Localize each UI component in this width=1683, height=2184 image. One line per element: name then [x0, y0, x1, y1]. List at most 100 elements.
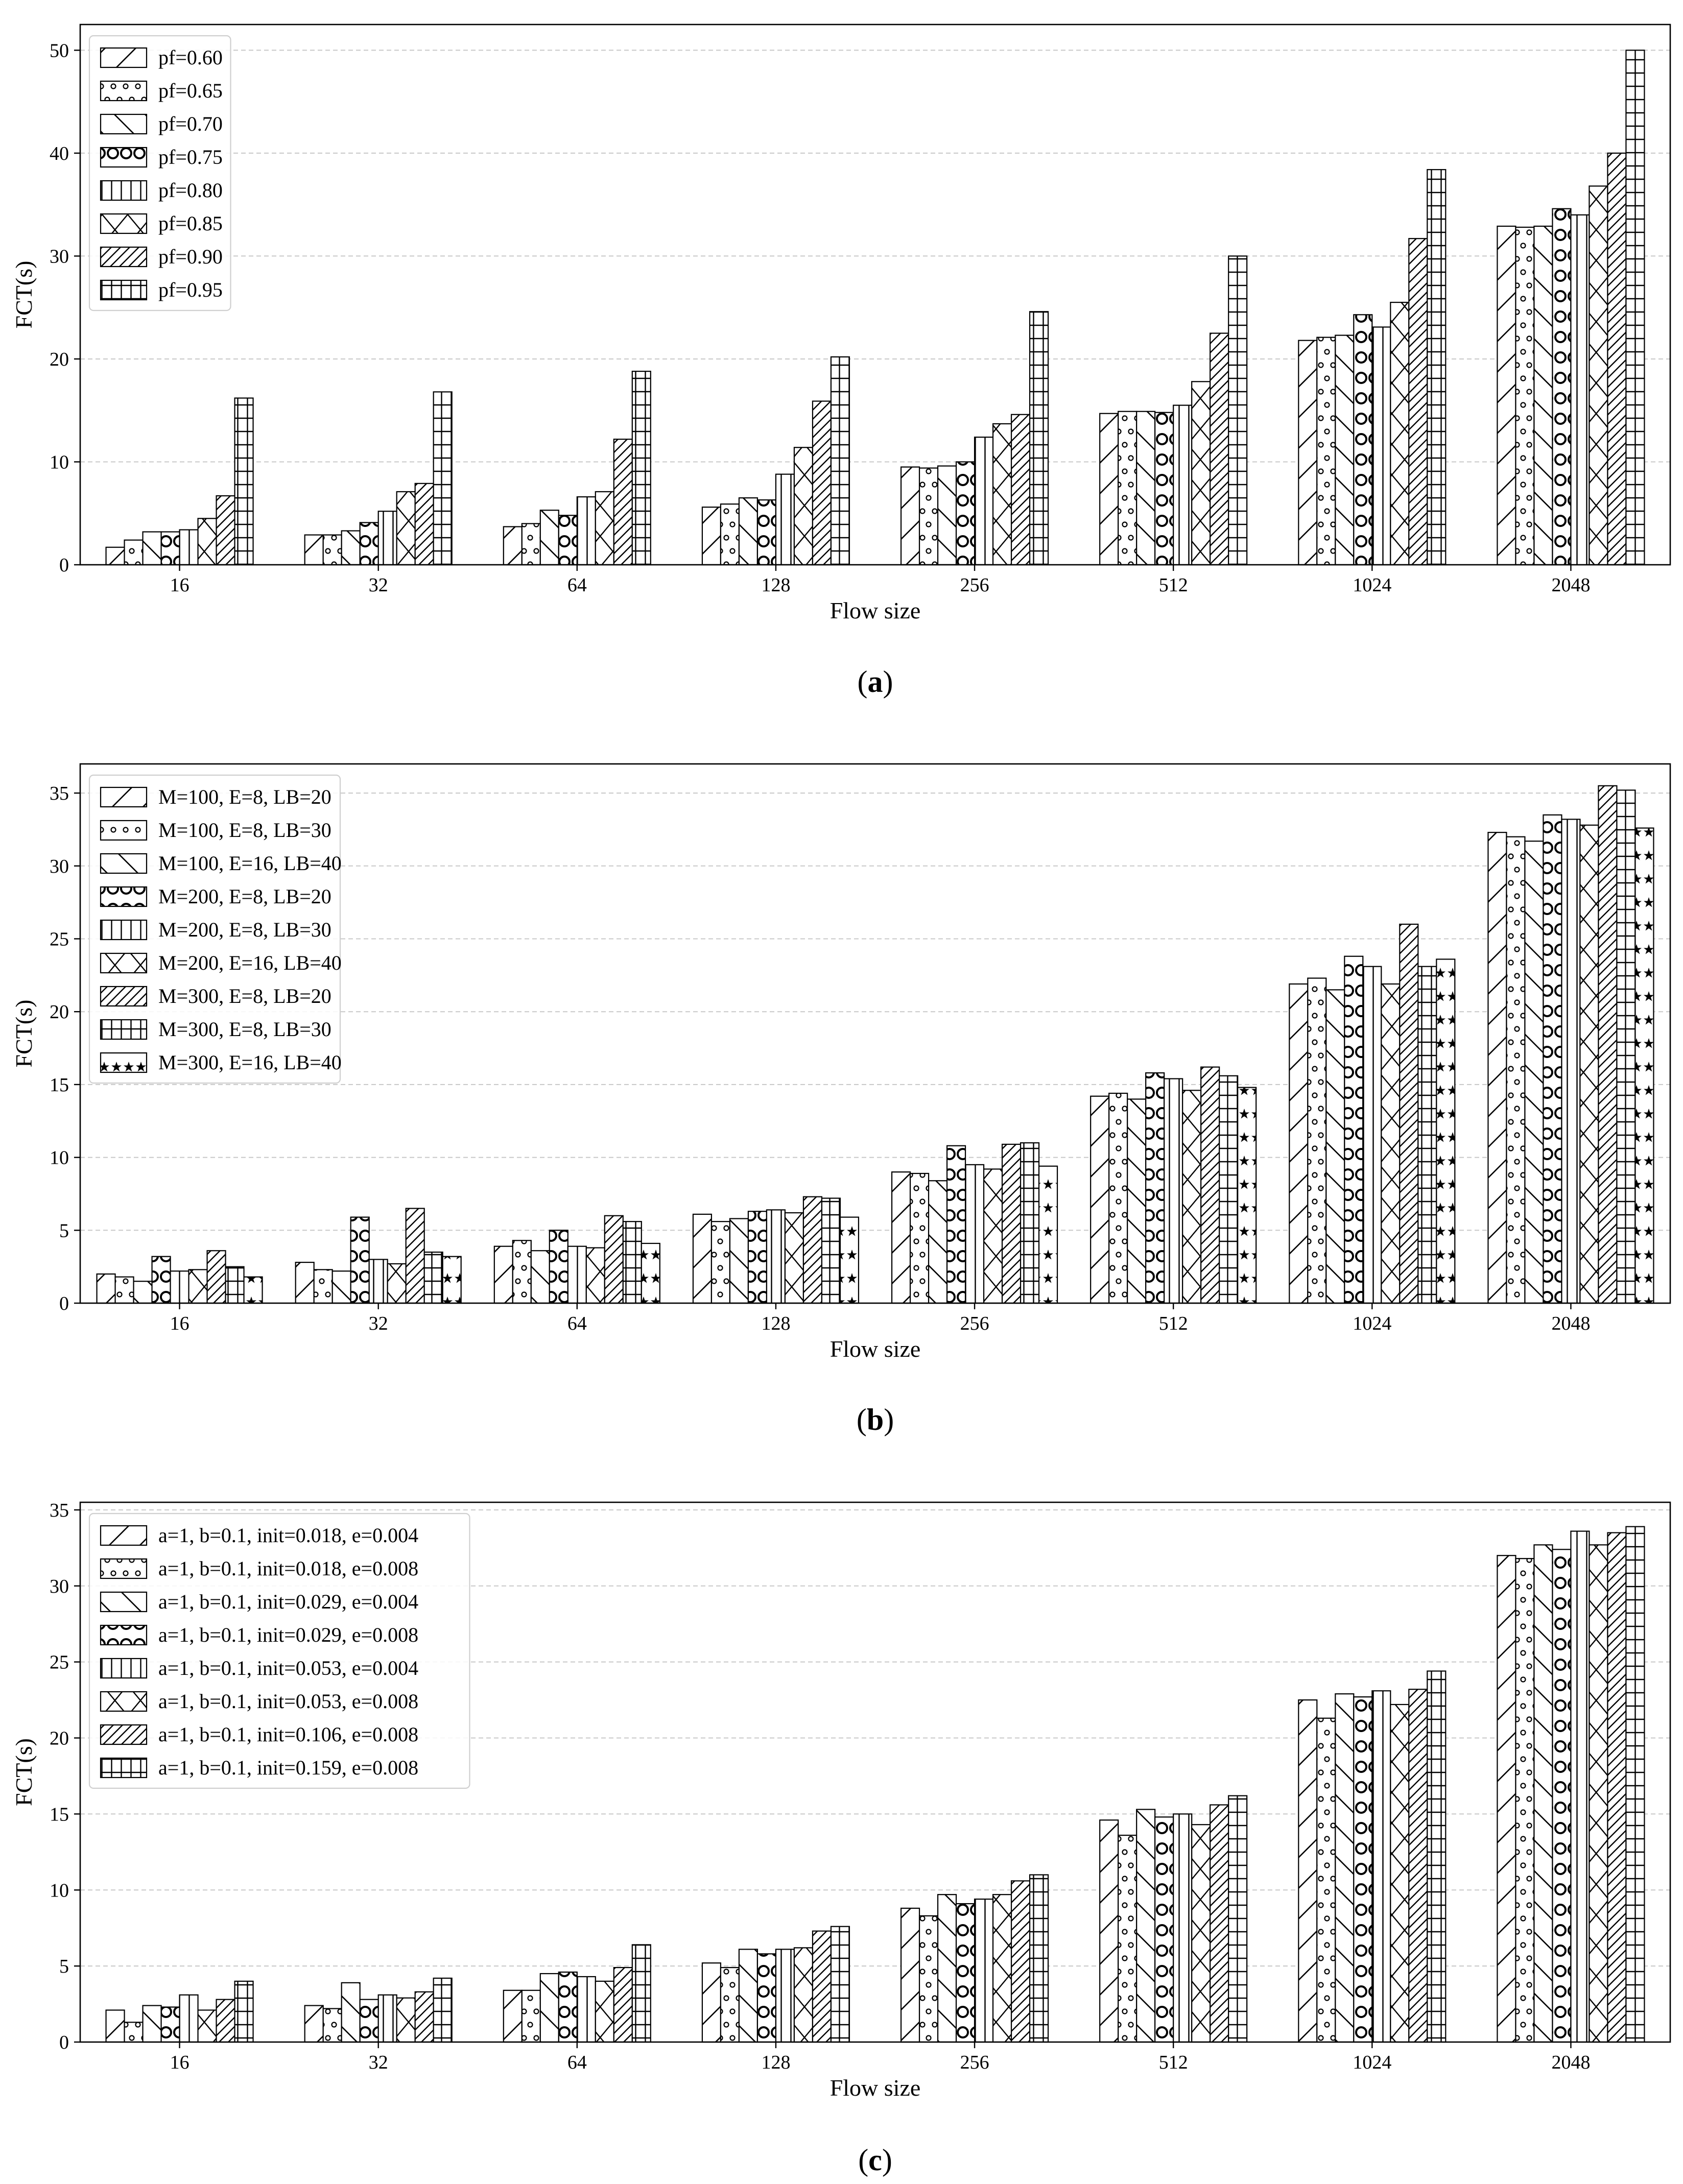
bar-m-100-e-16-lb-40-1024 [1325, 989, 1345, 1304]
bar-m-200-e-8-lb-20-128 [747, 1211, 768, 1304]
bar-a-1-b-0-1-init-0-018-e-0-004-128 [701, 1962, 722, 2043]
bar-m-300-e-16-lb-40-128 [839, 1216, 860, 1304]
bar-pf-0-95-256 [1029, 311, 1049, 566]
bar-a-1-b-0-1-init-0-018-e-0-004-256 [900, 1907, 920, 2043]
x-tick-label: 128 [761, 1313, 790, 1334]
bar-m-100-e-16-lb-40-512 [1127, 1098, 1147, 1304]
y-tick-label: 5 [59, 1220, 69, 1241]
bar-m-300-e-16-lb-40-32 [442, 1256, 462, 1304]
bar-a-1-b-0-1-init-0-029-e-0-004-32 [341, 1982, 361, 2043]
bar-m-100-e-8-lb-30-16 [114, 1276, 134, 1304]
bar-m-200-e-8-lb-30-256 [964, 1164, 985, 1304]
bar-m-100-e-16-lb-40-16 [133, 1281, 153, 1304]
bar-pf-0-70-1024 [1335, 334, 1355, 566]
bar-pf-0-95-128 [830, 356, 850, 566]
bar-m-300-e-8-lb-20-2048 [1598, 785, 1618, 1304]
bar-m-200-e-8-lb-30-64 [567, 1245, 587, 1304]
bar-a-1-b-0-1-init-0-159-e-0-008-128 [830, 1926, 850, 2043]
bar-m-300-e-8-lb-30-64 [622, 1221, 642, 1304]
legend-swatch [100, 1658, 148, 1679]
legend-label: a=1, b=0.1, init=0.018, e=0.004 [158, 1524, 418, 1547]
bar-a-1-b-0-1-init-0-029-e-0-004-128 [738, 1949, 758, 2043]
bar-a-1-b-0-1-init-0-053-e-0-004-64 [576, 1976, 596, 2043]
bar-pf-0-60-512 [1099, 413, 1119, 566]
bar-m-200-e-8-lb-20-2048 [1543, 814, 1562, 1304]
bar-pf-0-70-2048 [1533, 225, 1553, 566]
bar-m-100-e-8-lb-20-64 [493, 1245, 513, 1304]
bar-pf-0-85-64 [595, 491, 614, 566]
x-tick-label: 2048 [1551, 2052, 1590, 2073]
bar-m-300-e-8-lb-20-32 [405, 1208, 425, 1304]
bar-pf-0-95-16 [234, 397, 254, 566]
bar-pf-0-60-64 [503, 526, 523, 566]
legend-swatch [100, 1757, 148, 1779]
axes-frame [79, 763, 1671, 1304]
legend-label: a=1, b=0.1, init=0.018, e=0.008 [158, 1557, 418, 1580]
bar-a-1-b-0-1-init-0-029-e-0-008-1024 [1353, 1696, 1373, 2043]
bar-a-1-b-0-1-init-0-029-e-0-008-512 [1154, 1816, 1174, 2043]
bar-a-1-b-0-1-init-0-106-e-0-008-2048 [1607, 1532, 1627, 2043]
y-tick-label: 30 [50, 1576, 69, 1597]
legend-label: M=300, E=8, LB=30 [158, 1018, 331, 1041]
bar-pf-0-75-32 [359, 522, 379, 566]
bar-pf-0-70-32 [341, 530, 361, 566]
bar-a-1-b-0-1-init-0-018-e-0-008-64 [521, 1989, 541, 2043]
x-tick-label: 256 [960, 574, 989, 596]
legend-label: pf=0.95 [158, 278, 223, 301]
bar-m-100-e-8-lb-30-64 [512, 1240, 532, 1304]
legend: a=1, b=0.1, init=0.018, e=0.004 a=1, b=0.… [88, 1513, 470, 1789]
x-tick-label: 128 [761, 574, 790, 596]
bar-a-1-b-0-1-init-0-053-e-0-004-32 [377, 1994, 397, 2043]
bar-pf-0-60-2048 [1497, 225, 1516, 566]
bar-m-300-e-8-lb-30-32 [423, 1252, 443, 1304]
bar-pf-0-90-512 [1210, 332, 1229, 566]
bar-a-1-b-0-1-init-0-159-e-0-008-32 [433, 1977, 453, 2043]
bar-m-200-e-8-lb-30-512 [1164, 1078, 1183, 1304]
y-tick-label: 25 [50, 1652, 69, 1673]
legend-label: pf=0.65 [158, 79, 223, 102]
legend-label: pf=0.90 [158, 245, 223, 268]
x-tick-label: 16 [170, 2052, 189, 2073]
x-tick-label: 16 [170, 574, 189, 596]
bar-pf-0-85-2048 [1589, 185, 1608, 566]
bar-pf-0-75-512 [1154, 412, 1174, 566]
bar-a-1-b-0-1-init-0-018-e-0-004-32 [304, 2005, 324, 2043]
legend-label: M=200, E=16, LB=40 [158, 951, 342, 974]
y-tick-label: 5 [59, 1956, 69, 1977]
legend-swatch [100, 886, 148, 907]
bar-a-1-b-0-1-init-0-029-e-0-008-128 [756, 1953, 777, 2043]
x-tick-label: 512 [1159, 1313, 1188, 1334]
bar-m-200-e-8-lb-20-16 [151, 1256, 171, 1304]
x-tick-label: 16 [170, 1313, 189, 1334]
x-tick-label: 512 [1159, 2052, 1188, 2073]
bar-a-1-b-0-1-init-0-018-e-0-008-16 [124, 2022, 144, 2043]
bar-a-1-b-0-1-init-0-029-e-0-008-64 [558, 1971, 578, 2043]
bar-a-1-b-0-1-init-0-018-e-0-004-64 [503, 1989, 523, 2043]
bar-m-200-e-16-lb-40-256 [983, 1168, 1003, 1304]
y-tick-label: 30 [50, 856, 69, 877]
bar-a-1-b-0-1-init-0-159-e-0-008-16 [234, 1980, 254, 2043]
bar-pf-0-90-256 [1010, 414, 1031, 566]
bar-pf-0-65-128 [720, 503, 740, 566]
y-tick-label: 35 [50, 1500, 69, 1521]
bar-pf-0-90-2048 [1607, 152, 1627, 566]
bar-m-300-e-16-lb-40-256 [1038, 1165, 1058, 1304]
bar-m-300-e-8-lb-30-1024 [1417, 966, 1437, 1304]
legend-swatch [100, 1558, 148, 1579]
bar-pf-0-65-1024 [1316, 337, 1336, 566]
bar-a-1-b-0-1-init-0-053-e-0-004-2048 [1570, 1530, 1590, 2043]
y-axis-label: FCT(s) [11, 1738, 37, 1806]
bar-pf-0-70-16 [142, 531, 162, 566]
legend-box [88, 1513, 470, 1789]
bar-pf-0-75-128 [756, 499, 777, 566]
x-axis-label: Flow size [830, 597, 921, 623]
bar-m-200-e-8-lb-20-1024 [1344, 955, 1364, 1304]
bar-pf-0-90-128 [812, 400, 832, 566]
bar-a-1-b-0-1-init-0-029-e-0-008-256 [955, 1903, 976, 2043]
bar-m-100-e-8-lb-30-128 [710, 1221, 731, 1304]
bar-m-100-e-16-lb-40-128 [729, 1218, 749, 1304]
bar-m-100-e-16-lb-40-256 [928, 1180, 948, 1304]
bar-m-100-e-8-lb-20-512 [1090, 1095, 1110, 1304]
bar-m-100-e-8-lb-20-32 [295, 1261, 315, 1304]
